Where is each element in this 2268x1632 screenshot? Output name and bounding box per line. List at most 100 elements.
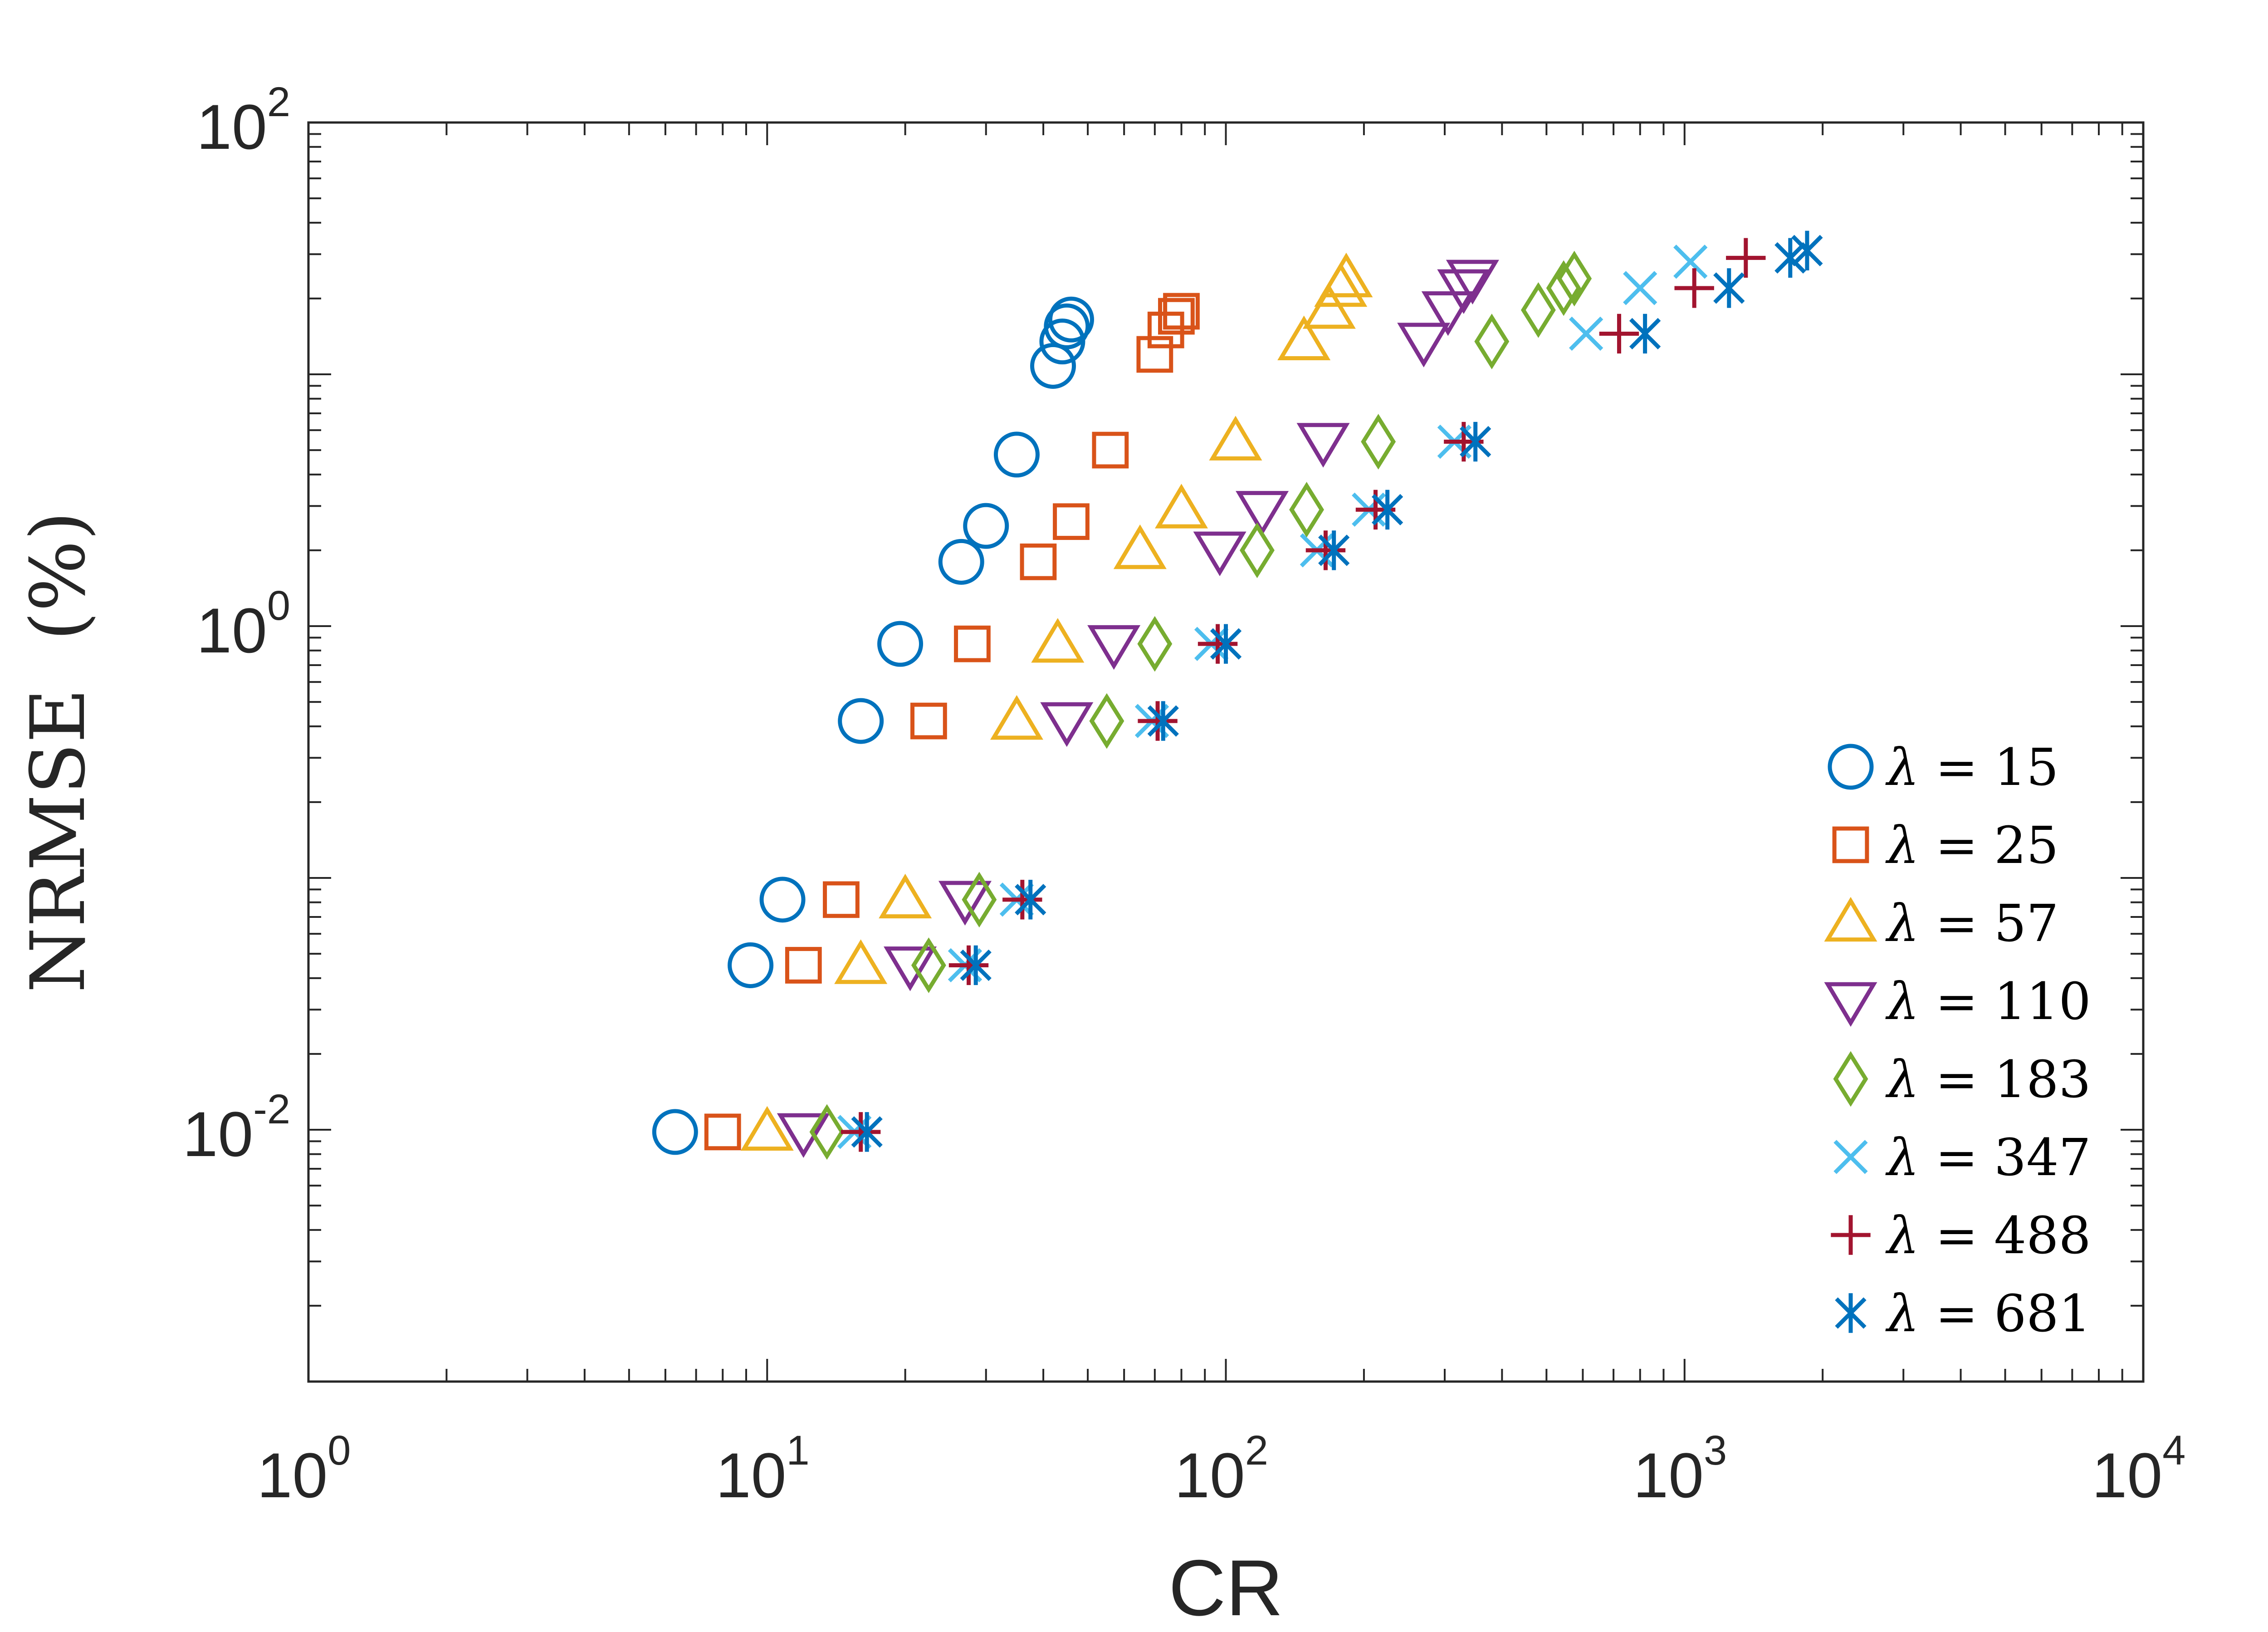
legend-label: λ = 110 (1885, 972, 2091, 1031)
data-point-plus (1002, 880, 1042, 920)
data-point-diamond (1289, 481, 1325, 538)
data-point-circle (759, 877, 806, 923)
data-point-triangle-up (879, 873, 932, 919)
data-point-triangle-down (884, 946, 937, 991)
data-point-asterisk (1791, 230, 1823, 270)
data-point-diamond (809, 1104, 845, 1160)
data-point-triangle-up (1277, 315, 1331, 360)
data-point-triangle-up (1031, 618, 1085, 663)
data-point-triangle-up (1113, 524, 1167, 569)
data-point-plus (841, 1112, 881, 1152)
x-tick-label: 102 (1174, 1427, 1268, 1511)
legend-item: λ = 347 (1833, 1128, 2091, 1187)
y-axis-title: NRMSE (%) (15, 511, 102, 993)
legend-item: λ = 15 (1828, 738, 2059, 797)
data-point-circle (838, 698, 884, 744)
x-tick-label: 103 (1633, 1427, 1727, 1511)
legend-item: λ = 57 (1824, 894, 2059, 953)
data-point-triangle-down (1087, 625, 1141, 670)
data-point-circle (1030, 343, 1076, 389)
data-point-square (1092, 431, 1129, 469)
y-tick-labels: 10-2 100 102 (182, 79, 290, 1170)
x-tick-labels: 100 101 102 103 104 (257, 1427, 2186, 1511)
data-point-plus (1674, 268, 1714, 308)
data-point-plus (1305, 530, 1346, 570)
data-point-diamond (1557, 250, 1592, 307)
data-point-diamond (911, 937, 946, 993)
legend: λ = 15 λ = 25 λ = 57 λ = 110 λ = 183 λ = 347 λ… (1824, 738, 2091, 1343)
data-point-circle (877, 621, 924, 667)
series-2 (740, 252, 1373, 1151)
data-point-x (1569, 316, 1603, 351)
data-point-asterisk (1774, 238, 1806, 278)
data-point-triangle-down (1421, 291, 1475, 336)
data-point-diamond (1474, 314, 1510, 370)
legend-marker-x (1833, 1140, 1868, 1174)
legend-marker-plus (1831, 1215, 1871, 1255)
data-point-plus (1599, 314, 1639, 354)
data-point-asterisk (960, 945, 992, 985)
data-point-square (1020, 543, 1057, 580)
data-point-diamond (1089, 693, 1124, 749)
series-4 (809, 250, 1592, 1160)
data-point-square (1136, 336, 1173, 373)
legend-label: λ = 681 (1885, 1284, 2091, 1343)
y-tick-label: 100 (196, 583, 290, 666)
data-point-square (954, 625, 991, 662)
legend-label: λ = 57 (1885, 894, 2059, 953)
series-0 (652, 296, 1094, 1155)
data-point-asterisk (1318, 530, 1350, 570)
legend-marker-diamond (1833, 1051, 1868, 1107)
plot-area-frame (307, 121, 2145, 1383)
data-point-asterisk (1147, 701, 1179, 741)
legend-label: λ = 183 (1885, 1050, 2091, 1109)
data-point-x (1673, 245, 1708, 279)
legend-label: λ = 25 (1885, 816, 2059, 875)
data-point-triangle-up (1302, 284, 1356, 329)
x-tick-label: 101 (716, 1427, 810, 1511)
data-point-diamond (1546, 260, 1581, 316)
data-point-asterisk (1713, 268, 1745, 308)
data-point-circle (1048, 296, 1094, 343)
legend-item: λ = 488 (1831, 1206, 2091, 1265)
data-point-plus (948, 945, 989, 985)
data-point-circle (1044, 303, 1090, 349)
x-tick-label: 100 (257, 1427, 351, 1511)
data-point-square (704, 1113, 741, 1151)
legend-item: λ = 681 (1835, 1284, 2091, 1343)
data-point-triangle-down (1296, 423, 1350, 468)
legend-label: λ = 488 (1885, 1206, 2091, 1265)
legend-marker-triangle-down (1824, 982, 1877, 1027)
data-point-plus (1138, 701, 1178, 741)
data-point-triangle-down (1397, 323, 1451, 368)
data-point-square (1158, 298, 1195, 335)
series-7 (851, 230, 1823, 1152)
data-point-circle (728, 942, 774, 988)
legend-marker-circle (1828, 744, 1874, 790)
legend-marker-asterisk (1835, 1293, 1867, 1333)
x-tick-label: 104 (2092, 1427, 2186, 1511)
y-tick-label: 10-2 (182, 1086, 290, 1170)
data-point-triangle-up (990, 695, 1043, 740)
data-point-diamond (1361, 414, 1396, 470)
data-point-asterisk (851, 1112, 883, 1152)
data-point-circle (963, 503, 1009, 549)
data-point-triangle-up (1154, 484, 1208, 529)
x-axis-title: CR (1168, 1544, 1283, 1632)
data-point-diamond (1520, 282, 1556, 338)
y-tick-label: 102 (196, 79, 290, 162)
data-point-circle (652, 1109, 698, 1155)
legend-label: λ = 347 (1885, 1128, 2091, 1187)
legend-marker-square (1832, 826, 1869, 863)
data-point-square (910, 702, 947, 740)
data-points (652, 230, 1823, 1160)
data-point-square (823, 881, 860, 918)
legend-item: λ = 25 (1832, 816, 2059, 875)
data-point-asterisk (1460, 421, 1491, 462)
data-point-triangle-down (1446, 260, 1499, 305)
data-point-square (1163, 293, 1200, 330)
data-point-diamond (1240, 522, 1275, 578)
